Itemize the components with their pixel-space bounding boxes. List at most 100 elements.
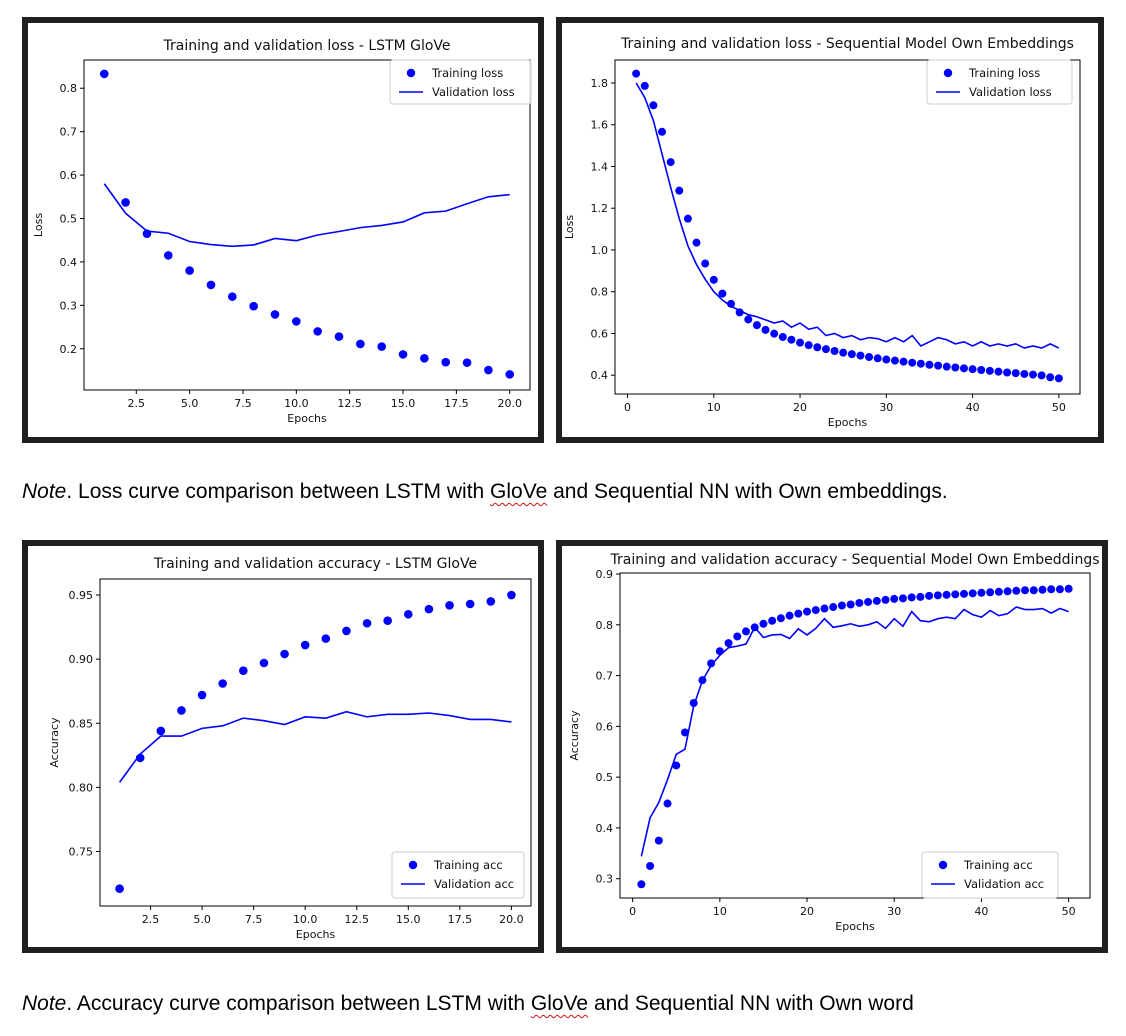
training-data-point — [830, 346, 839, 355]
training-data-point — [856, 351, 865, 360]
training-data-point — [776, 614, 785, 623]
training-data-point — [778, 333, 787, 342]
x-tick-label: 7.5 — [234, 397, 252, 410]
training-data-point — [484, 365, 493, 375]
legend-entry-label: Validation acc — [434, 877, 514, 891]
training-data-point — [663, 799, 672, 808]
x-axis-label: Epochs — [835, 920, 875, 933]
training-data-point — [933, 591, 942, 600]
training-data-point — [259, 658, 269, 668]
training-data-point — [1011, 369, 1020, 378]
training-data-point — [811, 606, 820, 615]
training-data-point — [813, 343, 822, 352]
training-data-point — [249, 301, 258, 311]
training-data-point — [658, 127, 667, 136]
training-data-point — [865, 353, 874, 362]
chart-title: Training and validation accuracy - Seque… — [610, 552, 1100, 568]
training-data-point — [398, 350, 408, 359]
training-data-point — [356, 339, 365, 349]
training-data-point — [803, 607, 812, 616]
x-tick-label: 2.5 — [128, 397, 145, 410]
training-data-point — [505, 370, 515, 379]
y-axis-label: Loss — [563, 215, 576, 239]
y-tick-label: 0.85 — [69, 717, 94, 730]
training-data-point — [115, 884, 124, 893]
legend-box — [921, 851, 1059, 899]
training-data-point — [313, 327, 322, 336]
acc-lstm-chart: Training and validation accuracy - LSTM … — [48, 556, 532, 941]
training-data-point — [300, 640, 310, 650]
training-data-point — [977, 588, 986, 597]
y-tick-label: 0.3 — [60, 299, 78, 312]
y-tick-label: 0.5 — [596, 771, 614, 784]
training-data-point — [908, 358, 917, 367]
training-data-point — [770, 329, 779, 338]
legend-marker-swatch — [938, 860, 948, 870]
y-tick-label: 0.3 — [596, 873, 614, 886]
training-data-point — [441, 357, 451, 367]
loss-note-lead: Note — [22, 480, 67, 503]
acc-note-text-after: and Sequential NN with Own word — [588, 992, 914, 1015]
training-data-point — [334, 332, 344, 341]
training-data-point — [742, 627, 751, 636]
loss-seq-chart: Training and validation loss - Sequentia… — [563, 36, 1081, 429]
x-tick-label: 40 — [966, 401, 980, 414]
training-data-point — [666, 158, 675, 167]
training-data-point — [1003, 368, 1012, 377]
training-data-point — [985, 366, 994, 375]
legend-marker-swatch — [943, 68, 953, 78]
training-data-point — [675, 186, 684, 195]
training-data-point — [99, 69, 109, 79]
legend-box — [389, 59, 532, 105]
loss-seq-chart-frame: Training and validation loss - Sequentia… — [556, 17, 1104, 443]
y-tick-label: 0.4 — [60, 256, 78, 269]
training-data-point — [177, 706, 186, 715]
training-data-point — [383, 616, 392, 625]
y-tick-label: 0.6 — [60, 169, 78, 182]
acc-note-lead: Note — [22, 992, 67, 1015]
loss-lstm-chart-frame: Training and validation loss - LSTM GloV… — [22, 17, 544, 443]
x-tick-label: 40 — [974, 905, 988, 918]
training-data-point — [1038, 585, 1047, 594]
training-data-point — [959, 364, 968, 373]
training-data-point — [994, 587, 1003, 596]
training-data-point — [1003, 587, 1012, 596]
x-tick-label: 20 — [793, 401, 807, 414]
training-data-point — [968, 365, 977, 374]
y-tick-label: 1.2 — [591, 202, 609, 215]
plot-area-frame — [614, 59, 1081, 395]
x-tick-label: 12.5 — [337, 397, 362, 410]
training-data-point — [925, 591, 934, 600]
training-data-point — [787, 335, 796, 344]
training-data-point — [321, 634, 331, 643]
acc-lstm-chart-frame: Training and validation accuracy - LSTM … — [22, 540, 544, 953]
training-data-point — [462, 358, 472, 367]
y-axis-label: Accuracy — [568, 710, 581, 761]
loss-note-text-before: . Loss curve comparison between LSTM wit… — [66, 480, 491, 503]
training-data-point — [794, 609, 803, 618]
training-data-point — [239, 666, 248, 675]
training-data-point — [959, 589, 968, 598]
training-data-point — [733, 632, 742, 641]
training-data-point — [759, 619, 768, 628]
validation-series-line — [635, 82, 1060, 349]
x-tick-label: 10 — [713, 905, 727, 918]
y-tick-label: 0.2 — [60, 343, 78, 356]
training-data-point — [785, 611, 794, 620]
plot-area-frame — [83, 59, 531, 391]
training-data-point — [890, 356, 899, 365]
legend-entry-label: Training acc — [433, 858, 503, 872]
legend-entry-label: Validation loss — [969, 85, 1052, 99]
x-tick-label: 17.5 — [448, 913, 473, 926]
training-data-point — [424, 604, 434, 614]
training-data-point — [1046, 373, 1055, 382]
training-data-point — [403, 609, 413, 619]
training-data-point — [951, 363, 960, 372]
training-data-point — [768, 616, 777, 625]
training-data-point — [761, 325, 770, 334]
training-data-point — [701, 259, 710, 268]
training-data-point — [942, 362, 951, 371]
x-tick-label: 50 — [1062, 905, 1076, 918]
training-data-point — [163, 251, 173, 260]
training-data-point — [907, 593, 916, 602]
